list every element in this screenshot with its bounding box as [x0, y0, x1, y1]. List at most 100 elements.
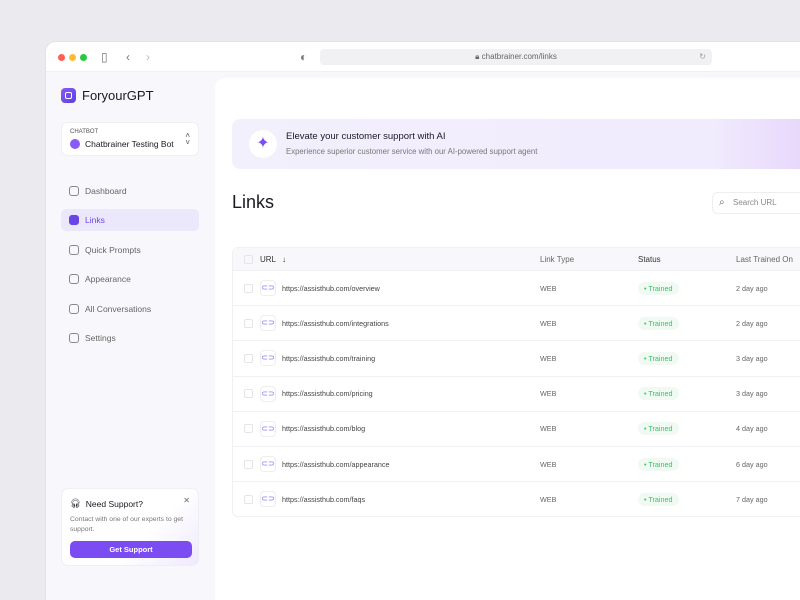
- row-last-trained: 2 day ago: [736, 318, 768, 328]
- sidebar-item-settings[interactable]: Settings: [61, 327, 199, 349]
- close-window-button[interactable]: [58, 54, 65, 61]
- row-url[interactable]: https://assisthub.com/faqs: [282, 494, 366, 504]
- sidebar-item-quick-prompts[interactable]: Quick Prompts: [61, 239, 199, 261]
- link-icon: ⊂⊃: [260, 420, 276, 437]
- shield-icon[interactable]: ◐: [300, 50, 308, 64]
- main-content: ✦ Elevate your customer support with AI …: [215, 78, 800, 600]
- logo-icon: [61, 88, 76, 103]
- headset-icon: 🎧︎: [70, 498, 81, 508]
- sidebar-item-label: Quick Prompts: [85, 244, 141, 255]
- sparkle-icon: ✦: [249, 130, 277, 158]
- chatbot-label: CHATBOT: [70, 129, 99, 135]
- sidebar-item-label: Dashboard: [85, 186, 127, 196]
- link-icon: ⊂⊃: [260, 385, 276, 402]
- link-icon: ⊂⊃: [260, 491, 276, 508]
- table-row[interactable]: ⊂⊃ https://assisthub.com/pricing WEB • Tr…: [233, 375, 800, 411]
- links-table: URL ↓ Link Type Status Last Trained On ⊂⊃…: [232, 247, 800, 518]
- row-checkbox[interactable]: [244, 494, 253, 504]
- row-url[interactable]: https://assisthub.com/integrations: [282, 318, 389, 328]
- table-row[interactable]: ⊂⊃ https://assisthub.com/integrations WEB…: [233, 305, 800, 340]
- table-header: URL ↓ Link Type Status Last Trained On: [233, 248, 800, 270]
- column-link-type: Link Type: [540, 254, 575, 264]
- row-last-trained: 2 day ago: [736, 283, 768, 293]
- row-link-type: WEB: [540, 424, 557, 434]
- row-link-type: WEB: [540, 389, 557, 399]
- chevron-updown-icon: ˄ ˅: [185, 131, 190, 147]
- status-badge: • Trained: [638, 387, 679, 401]
- sidebar-item-links[interactable]: Links: [61, 209, 199, 232]
- browser-window: ▯ ‹ › ◐ 🔒︎ chatbrainer.com/links ↻ Foryo…: [46, 42, 800, 600]
- link-icon: ⊂⊃: [260, 456, 276, 473]
- support-card: 🎧︎ Need Support? ✕ Contact with one of ou…: [61, 488, 199, 566]
- conversations-icon: [69, 303, 79, 314]
- row-link-type: WEB: [540, 283, 557, 293]
- column-status: Status: [638, 254, 661, 264]
- minimize-window-button[interactable]: [69, 54, 76, 61]
- column-url[interactable]: URL ↓: [260, 254, 287, 264]
- sort-arrow-down-icon[interactable]: ↓: [282, 254, 287, 264]
- link-icon: ⊂⊃: [260, 315, 276, 332]
- row-link-type: WEB: [540, 459, 557, 469]
- app-name: ForyourGPT: [82, 88, 154, 103]
- search-icon: ⌕: [719, 197, 725, 208]
- back-icon[interactable]: ‹: [126, 50, 130, 64]
- row-url[interactable]: https://assisthub.com/pricing: [282, 389, 373, 399]
- home-icon: [69, 186, 79, 196]
- sidebar-item-label: Appearance: [85, 274, 131, 285]
- table-row[interactable]: ⊂⊃ https://assisthub.com/overview WEB • T…: [233, 270, 800, 305]
- sidebar-nav: Dashboard Links Quick Prompts Appearance All…: [61, 180, 199, 356]
- sidebar-toggle-icon[interactable]: ▯: [101, 50, 108, 64]
- row-checkbox[interactable]: [244, 424, 253, 434]
- row-url[interactable]: https://assisthub.com/appearance: [282, 459, 390, 469]
- sidebar-item-appearance[interactable]: Appearance: [61, 268, 199, 290]
- maximize-window-button[interactable]: [80, 54, 87, 61]
- search-placeholder: Search URL: [733, 198, 777, 207]
- row-link-type: WEB: [540, 494, 557, 504]
- link-icon: ⊂⊃: [260, 280, 276, 297]
- table-row[interactable]: ⊂⊃ https://assisthub.com/appearance WEB •…: [233, 445, 800, 481]
- sidebar-item-all-conversations[interactable]: All Conversations: [61, 298, 199, 320]
- chatbot-selector[interactable]: CHATBOT Chatbrainer Testing Bot ˄ ˅: [61, 122, 199, 156]
- status-badge: • Trained: [638, 316, 679, 330]
- column-last-trained: Last Trained On: [736, 254, 793, 264]
- url-text: chatbrainer.com/links: [481, 52, 557, 61]
- status-badge: • Trained: [638, 281, 679, 295]
- browser-toolbar: ▯ ‹ › ◐ 🔒︎ chatbrainer.com/links ↻: [46, 42, 800, 72]
- appearance-icon: [69, 274, 79, 285]
- link-icon: ⊂⊃: [260, 350, 276, 367]
- row-url[interactable]: https://assisthub.com/overview: [282, 283, 380, 293]
- search-input[interactable]: ⌕ Search URL: [712, 192, 800, 214]
- get-support-button[interactable]: Get Support: [70, 541, 192, 558]
- forward-icon[interactable]: ›: [146, 50, 150, 64]
- row-last-trained: 3 day ago: [736, 353, 768, 363]
- sidebar-item-dashboard[interactable]: Dashboard: [61, 180, 199, 202]
- table-row[interactable]: ⊂⊃ https://assisthub.com/training WEB • T…: [233, 340, 800, 375]
- support-description: Contact with one of our experts to get s…: [70, 516, 183, 533]
- status-badge: • Trained: [638, 422, 679, 436]
- lock-icon: 🔒︎: [475, 52, 480, 61]
- promo-banner: ✦ Elevate your customer support with AI …: [232, 119, 800, 169]
- reload-icon[interactable]: ↻: [699, 52, 706, 61]
- row-checkbox[interactable]: [244, 353, 253, 363]
- row-last-trained: 4 day ago: [736, 424, 768, 434]
- row-checkbox[interactable]: [244, 318, 253, 328]
- row-url[interactable]: https://assisthub.com/blog: [282, 424, 366, 434]
- app-logo[interactable]: ForyourGPT: [61, 88, 154, 103]
- row-checkbox[interactable]: [244, 389, 253, 399]
- sidebar-item-label: Links: [85, 215, 105, 226]
- close-icon[interactable]: ✕: [183, 496, 190, 505]
- banner-subtitle: Experience superior customer service wit…: [286, 147, 538, 156]
- chat-prompt-icon: [69, 244, 79, 255]
- status-badge: • Trained: [638, 492, 679, 506]
- page-title: Links: [232, 192, 275, 212]
- row-link-type: WEB: [540, 318, 557, 328]
- table-row[interactable]: ⊂⊃ https://assisthub.com/blog WEB • Train…: [233, 410, 800, 446]
- row-last-trained: 3 day ago: [736, 389, 768, 399]
- row-checkbox[interactable]: [244, 459, 253, 469]
- row-url[interactable]: https://assisthub.com/training: [282, 353, 376, 363]
- row-checkbox[interactable]: [244, 283, 253, 293]
- table-row[interactable]: ⊂⊃ https://assisthub.com/faqs WEB • Train…: [233, 481, 800, 516]
- row-last-trained: 6 day ago: [736, 459, 768, 469]
- address-bar[interactable]: 🔒︎ chatbrainer.com/links ↻: [320, 49, 712, 65]
- select-all-checkbox[interactable]: [244, 254, 253, 264]
